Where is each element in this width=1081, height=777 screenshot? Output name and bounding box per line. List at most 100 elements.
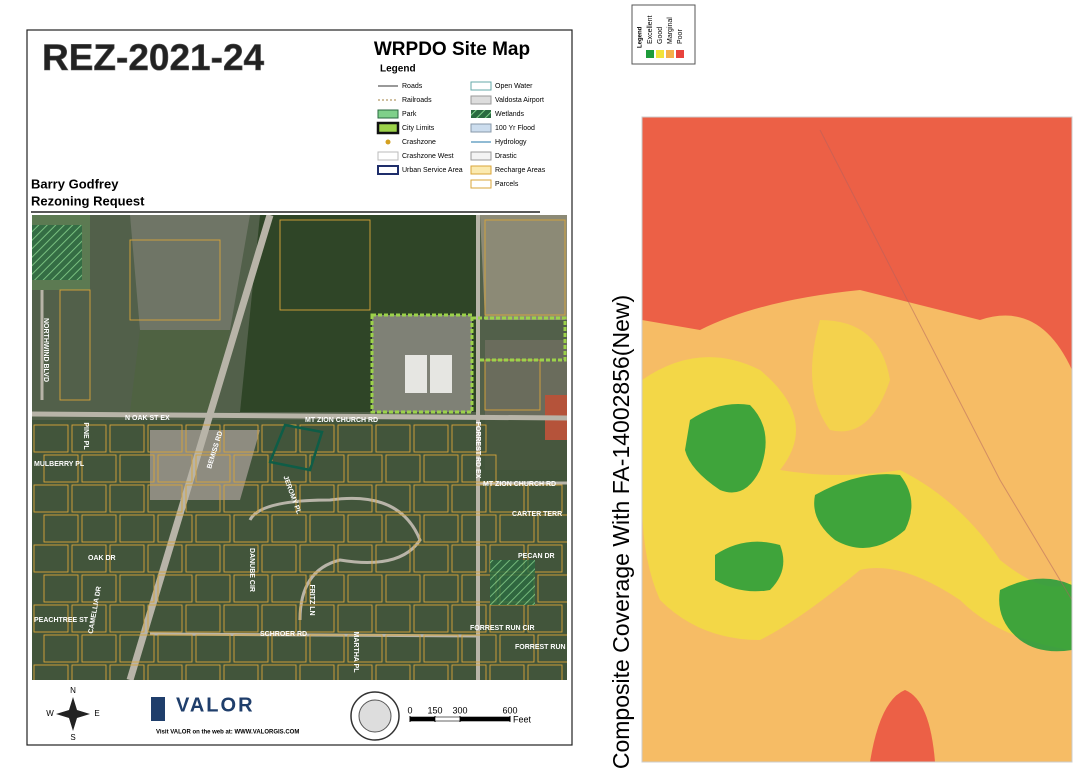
parcel bbox=[347, 454, 383, 483]
parcel bbox=[337, 484, 373, 513]
parcel bbox=[109, 484, 145, 513]
coverage-legend: Excellent Good Marginal Poor bbox=[646, 16, 684, 58]
parcel bbox=[423, 454, 459, 483]
legend-swatch bbox=[470, 151, 492, 161]
legend-swatch bbox=[470, 95, 492, 105]
coverage-region bbox=[685, 404, 766, 493]
parcel bbox=[279, 219, 371, 311]
parcel bbox=[451, 424, 487, 453]
legend-label: Valdosta Airport bbox=[495, 97, 544, 104]
legend-label: Parcels bbox=[495, 181, 519, 188]
parcel bbox=[451, 484, 487, 513]
parcel bbox=[423, 514, 459, 543]
parcel bbox=[423, 634, 459, 663]
parcel bbox=[71, 664, 107, 680]
parcel bbox=[484, 219, 566, 316]
parcel bbox=[461, 634, 497, 663]
parcel bbox=[413, 664, 449, 680]
coverage-region bbox=[999, 578, 1072, 652]
parcel bbox=[337, 424, 373, 453]
compass-label: N bbox=[70, 686, 76, 695]
coverage-region bbox=[642, 117, 1072, 370]
parcel bbox=[423, 574, 459, 603]
street-label: MT ZION CHURCH RD bbox=[305, 417, 378, 424]
legend-label: Crashzone West bbox=[402, 153, 454, 160]
legend-title: Legend bbox=[380, 64, 416, 75]
parcel bbox=[261, 424, 297, 453]
coverage-region bbox=[870, 690, 935, 762]
parcel bbox=[43, 514, 79, 543]
parcel bbox=[233, 634, 269, 663]
parcel bbox=[185, 604, 221, 633]
parcel bbox=[157, 514, 193, 543]
parcel bbox=[71, 484, 107, 513]
scale-unit: Feet bbox=[513, 714, 532, 724]
compass-label: E bbox=[94, 709, 99, 718]
parcel bbox=[223, 664, 259, 680]
parcel bbox=[223, 484, 259, 513]
parcel bbox=[461, 514, 497, 543]
parcel bbox=[375, 604, 411, 633]
parcel bbox=[157, 454, 193, 483]
street-label: PECAN DR bbox=[518, 553, 555, 560]
coverage-region bbox=[814, 474, 912, 548]
legend-swatch bbox=[377, 165, 399, 175]
street-label: FORREST RD EX bbox=[474, 422, 481, 479]
legend-swatch bbox=[470, 179, 492, 189]
street-label: N OAK ST EX bbox=[125, 415, 170, 422]
parcel bbox=[59, 289, 91, 401]
applicant: Barry Godfrey bbox=[31, 176, 119, 191]
legend-swatch bbox=[377, 109, 399, 119]
coverage-legend-swatch bbox=[676, 50, 684, 58]
parcel bbox=[461, 454, 497, 483]
parcel bbox=[81, 514, 117, 543]
coverage-legend-label: Excellent bbox=[647, 16, 654, 44]
parcel bbox=[147, 424, 183, 453]
parcel bbox=[299, 484, 335, 513]
parcel bbox=[109, 424, 145, 453]
parcel bbox=[81, 454, 117, 483]
parcel bbox=[451, 604, 487, 633]
parcel bbox=[119, 514, 155, 543]
parcel bbox=[71, 604, 107, 633]
coverage-map bbox=[641, 116, 1073, 763]
legend-label: Urban Service Area bbox=[402, 167, 463, 174]
street-label: MARTHA PL bbox=[352, 632, 359, 674]
scale-segment bbox=[434, 716, 461, 722]
parcel bbox=[129, 239, 221, 321]
parcel bbox=[385, 454, 421, 483]
parcel bbox=[147, 484, 183, 513]
legend-swatch bbox=[470, 123, 492, 133]
parcel bbox=[271, 514, 307, 543]
legend-label: Open Water bbox=[495, 83, 533, 90]
parcel bbox=[33, 424, 69, 453]
street-label: FORREST RUN bbox=[515, 644, 566, 651]
parcel bbox=[309, 514, 345, 543]
parcel bbox=[261, 664, 297, 680]
legend-swatch bbox=[470, 165, 492, 175]
coverage-legend-title: Legend bbox=[638, 26, 644, 48]
parcel bbox=[337, 544, 373, 573]
parcel bbox=[81, 634, 117, 663]
parcel bbox=[451, 664, 487, 680]
parcel bbox=[299, 604, 335, 633]
street-label: OAK DR bbox=[88, 555, 116, 562]
compass: N E S W bbox=[46, 686, 99, 742]
parcel bbox=[195, 634, 231, 663]
parcel bbox=[157, 574, 193, 603]
coverage-legend-swatch bbox=[656, 50, 664, 58]
parcel bbox=[385, 514, 421, 543]
parcel bbox=[33, 604, 69, 633]
parcel bbox=[147, 544, 183, 573]
parcel bbox=[413, 484, 449, 513]
parcel bbox=[271, 634, 307, 663]
street-label: NORTHWIND BLVD bbox=[42, 318, 49, 382]
parcel bbox=[499, 634, 535, 663]
scale-label: 300 bbox=[452, 705, 467, 715]
request: Rezoning Request bbox=[31, 193, 145, 208]
legend-label: City Limits bbox=[402, 125, 435, 132]
parcel bbox=[337, 604, 373, 633]
parcel bbox=[299, 664, 335, 680]
parcel bbox=[71, 544, 107, 573]
